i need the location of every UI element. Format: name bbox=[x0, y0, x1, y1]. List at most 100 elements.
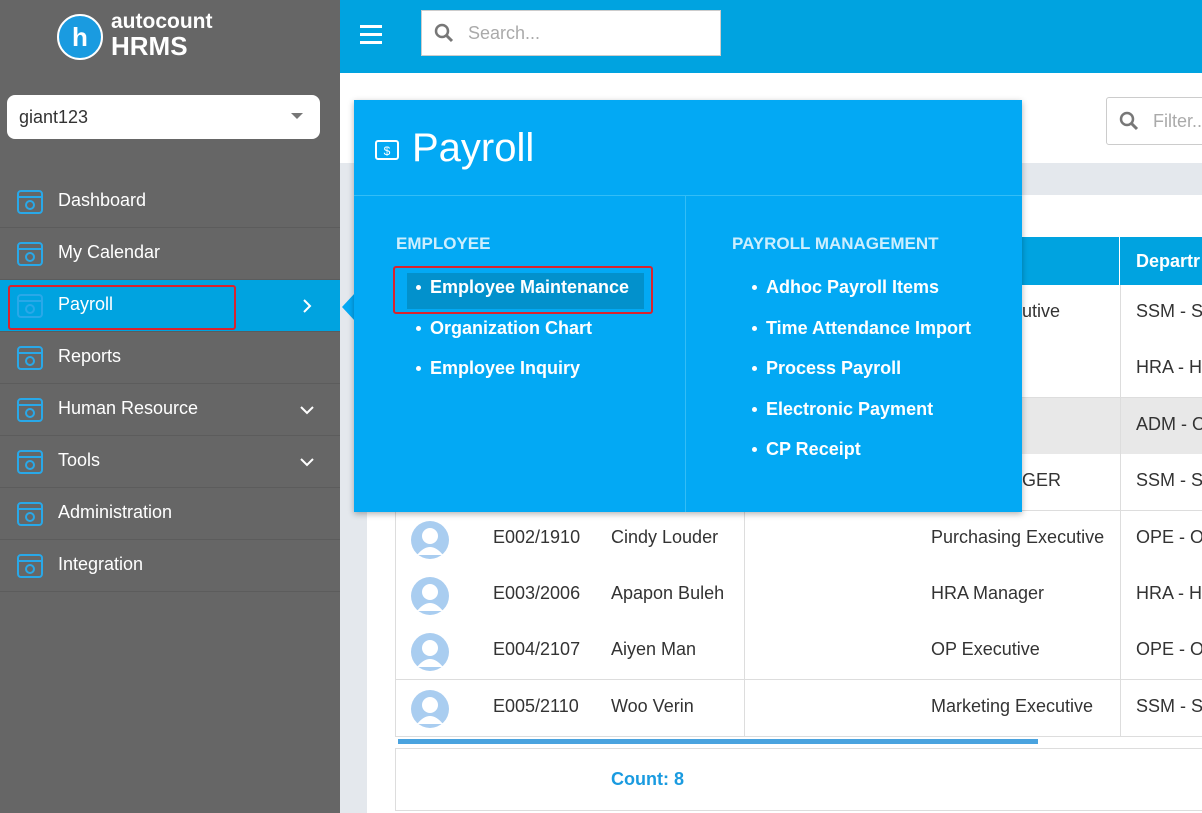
job-title: utive bbox=[1022, 301, 1061, 321]
svg-text:$: $ bbox=[384, 144, 391, 158]
side-item[interactable]: Dashboard bbox=[0, 176, 340, 228]
side-icon bbox=[17, 398, 43, 422]
grid-footer: Count: 8 bbox=[395, 748, 1202, 811]
logo-product: HRMS bbox=[111, 31, 188, 61]
menu-item-label: Process Payroll bbox=[766, 358, 902, 379]
sidebar: h autocount HRMS giant123 Dashboard My Ca… bbox=[0, 0, 340, 813]
row-count: Count: 8 bbox=[611, 769, 684, 789]
bullet bbox=[752, 447, 757, 453]
bullet bbox=[752, 366, 757, 372]
menu-item-label: Employee Inquiry bbox=[430, 358, 581, 379]
cell-divider bbox=[1120, 397, 1121, 454]
menu-column-divider bbox=[685, 196, 686, 512]
svg-text:h: h bbox=[72, 22, 88, 52]
side-label: Integration bbox=[58, 554, 144, 574]
department: SSM - SA bbox=[1136, 301, 1202, 321]
highlight-box bbox=[393, 266, 653, 314]
chevron bbox=[300, 406, 314, 415]
menu-heading: EMPLOYEE bbox=[396, 234, 491, 253]
employee-code: E002/1910 bbox=[493, 526, 581, 547]
bullet bbox=[416, 366, 421, 372]
company-select[interactable]: giant123 bbox=[7, 95, 320, 139]
side-item[interactable]: Payroll bbox=[0, 280, 340, 332]
dropdown-caret bbox=[291, 113, 303, 119]
menu-item-label: Adhoc Payroll Items bbox=[766, 277, 940, 297]
menu-divider bbox=[354, 195, 1022, 196]
filter-box[interactable]: Filter... bbox=[1106, 97, 1202, 145]
job-title: GER bbox=[1022, 470, 1062, 491]
side-item[interactable]: Reports bbox=[0, 332, 340, 384]
avatar bbox=[411, 633, 449, 672]
employee-name: Aiyen Man bbox=[611, 639, 697, 660]
grid-row[interactable]: E003/2006 Apapon Buleh HRA Manager HRA - HU bbox=[395, 567, 1202, 624]
search-placeholder: Search... bbox=[468, 23, 541, 43]
bullet bbox=[752, 285, 757, 290]
header-divider bbox=[1119, 237, 1120, 285]
chevron bbox=[303, 299, 312, 313]
menu-heading: PAYROLL MANAGEMENT bbox=[732, 234, 939, 253]
menu-item-label: Time Attendance Import bbox=[766, 317, 972, 338]
cell-divider bbox=[1120, 510, 1121, 567]
side-item[interactable]: My Calendar bbox=[0, 228, 340, 280]
side-label: Human Resource bbox=[58, 398, 199, 418]
side-icon bbox=[17, 450, 43, 474]
department: SSM - SA bbox=[1136, 695, 1202, 716]
side-item[interactable]: Integration bbox=[0, 540, 340, 592]
side-label: Dashboard bbox=[58, 190, 147, 210]
grid-row[interactable]: E005/2110 Woo Verin Marketing Executive SSM… bbox=[395, 679, 1202, 737]
scrollbar[interactable] bbox=[398, 739, 1038, 744]
highlight-box bbox=[8, 285, 236, 330]
employee-name: Woo Verin bbox=[611, 695, 694, 716]
department: ADM - O bbox=[1136, 413, 1202, 434]
menu-item-label: Organization Chart bbox=[430, 317, 593, 338]
department: SSM - SA bbox=[1136, 470, 1202, 491]
mega-menu: $ Payroll EMPLOYEE Employee Maintenance Or… bbox=[354, 100, 1022, 512]
side-label: Reports bbox=[58, 346, 122, 366]
search-box[interactable]: Search... bbox=[421, 10, 721, 56]
side-icon bbox=[17, 190, 43, 214]
job-title: Marketing Executive bbox=[931, 695, 1094, 716]
side-label: Administration bbox=[58, 502, 173, 522]
side-icon bbox=[17, 294, 43, 318]
employee-code: E004/2107 bbox=[493, 639, 581, 660]
payroll-icon: $ bbox=[375, 140, 399, 160]
cell-divider bbox=[744, 567, 745, 623]
side-icon bbox=[17, 242, 43, 266]
grid-row[interactable]: E002/1910 Cindy Louder Purchasing Executiv… bbox=[395, 510, 1202, 568]
side-icon bbox=[17, 346, 43, 370]
department: OPE - OI bbox=[1136, 526, 1202, 547]
avatar bbox=[411, 689, 449, 728]
menu-item-label: CP Receipt bbox=[766, 439, 861, 460]
filter-icon bbox=[1119, 111, 1139, 131]
menu-item-label: Employee Maintenance bbox=[430, 277, 630, 297]
department: OPE - OI bbox=[1136, 639, 1202, 660]
job-title: OP Executive bbox=[931, 639, 1040, 660]
cell-divider bbox=[1120, 285, 1121, 341]
cell-divider bbox=[1120, 454, 1121, 511]
filter-placeholder: Filter... bbox=[1153, 111, 1202, 131]
avatar bbox=[411, 520, 449, 559]
item-hover bbox=[407, 273, 644, 309]
side-item[interactable]: Human Resource bbox=[0, 384, 340, 436]
side-item[interactable]: Administration bbox=[0, 488, 340, 540]
menu-title: Payroll bbox=[412, 126, 535, 170]
bullet bbox=[752, 325, 757, 331]
department: HRA - HU bbox=[1136, 583, 1202, 603]
bullet bbox=[752, 406, 757, 412]
top-bar: Search... bbox=[340, 0, 1202, 73]
side-label: My Calendar bbox=[58, 242, 161, 262]
cell-divider bbox=[744, 679, 745, 736]
menu-pointer bbox=[342, 293, 355, 321]
side-icon bbox=[17, 502, 43, 526]
cell-divider bbox=[744, 510, 745, 567]
cell-divider bbox=[744, 623, 745, 680]
grid-row[interactable]: E004/2107 Aiyen Man OP Executive OPE - OI bbox=[395, 623, 1202, 681]
side-item[interactable]: Tools bbox=[0, 436, 340, 488]
cell-divider bbox=[1120, 567, 1121, 623]
bullet bbox=[416, 325, 421, 331]
avatar bbox=[411, 577, 449, 615]
side-label: Payroll bbox=[58, 294, 114, 314]
search-icon bbox=[434, 23, 454, 43]
menu-toggle[interactable] bbox=[360, 25, 382, 45]
